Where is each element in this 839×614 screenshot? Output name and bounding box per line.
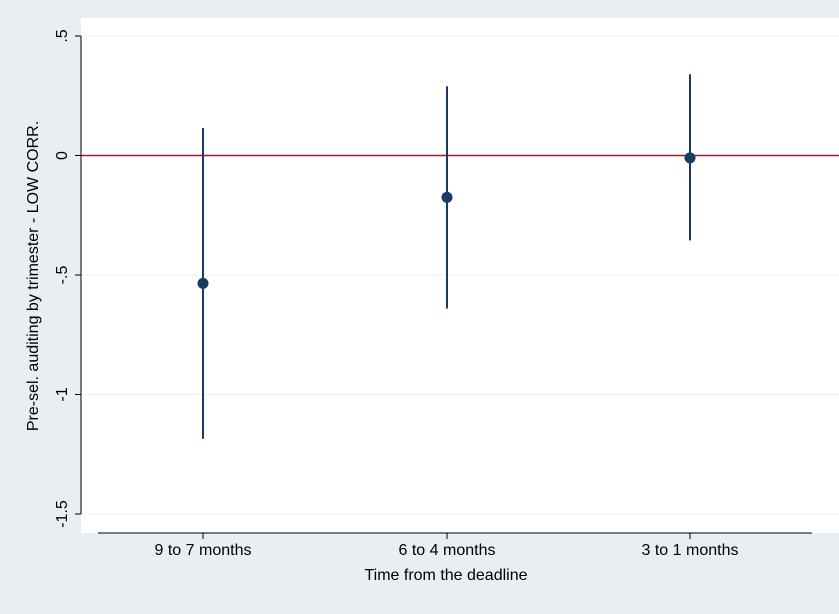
grid (81, 35, 839, 515)
x-tick-label: 9 to 7 months (155, 542, 252, 559)
y-tick-label: -.5 (54, 266, 71, 285)
point-estimate-marker (684, 152, 696, 164)
data-marks (197, 74, 696, 439)
point-estimate-marker (441, 191, 453, 203)
y-tick-label: 0 (54, 151, 71, 160)
x-axis: 9 to 7 months 6 to 4 months 3 to 1 months (98, 532, 812, 559)
x-tick-label: 3 to 1 months (642, 542, 739, 559)
y-tick-label: -1.5 (54, 500, 71, 528)
point-estimate-marker (197, 277, 209, 289)
y-tick-label: .5 (54, 29, 71, 42)
y-tick-label: -1 (54, 387, 71, 401)
y-axis-title: Pre-sel. auditing by trimester - LOW COR… (25, 121, 42, 431)
y-axis: -1.5 -1 -.5 0 .5 (54, 29, 82, 528)
x-axis-title: Time from the deadline (364, 567, 527, 584)
x-tick-label: 6 to 4 months (399, 542, 496, 559)
